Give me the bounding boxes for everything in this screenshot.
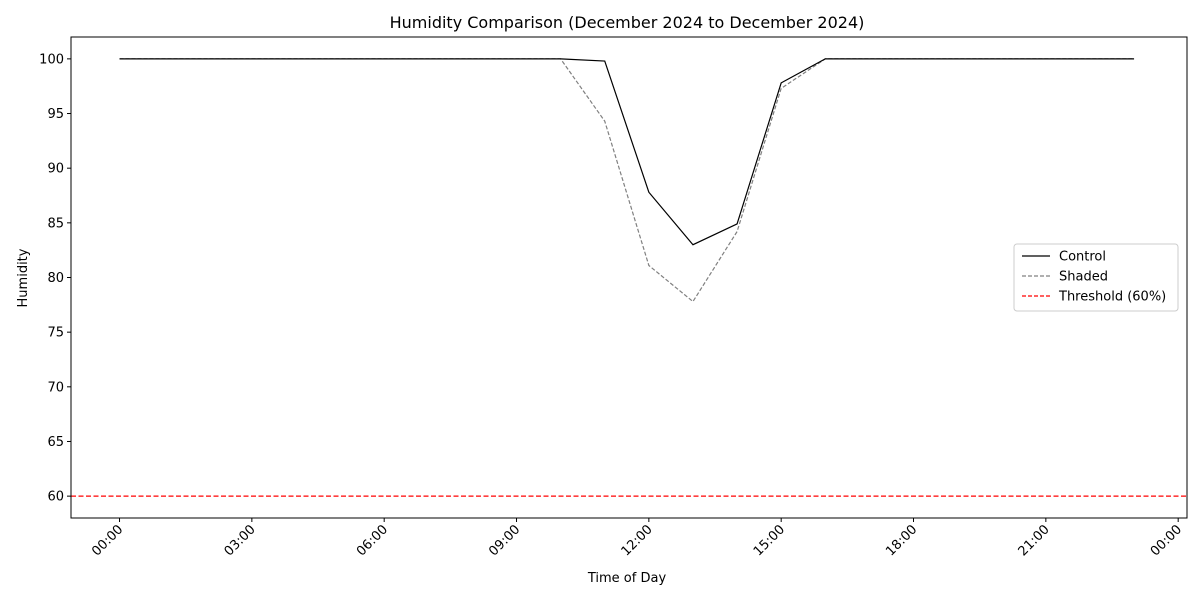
x-tick-label: 00:00 xyxy=(1148,522,1185,559)
x-tick-label: 18:00 xyxy=(883,522,920,559)
legend-box xyxy=(1013,243,1179,312)
plot-area xyxy=(71,58,1187,497)
y-tick-label: 70 xyxy=(47,380,64,395)
legend: Control Shaded Threshold (60%) xyxy=(1013,243,1179,312)
x-tick-label: 03:00 xyxy=(222,522,259,559)
chart-title: Humidity Comparison (December 2024 to De… xyxy=(390,13,865,32)
y-tick-label: 100 xyxy=(39,52,64,67)
legend-entry: Threshold (60%) xyxy=(1058,290,1166,305)
x-tick-label: 21:00 xyxy=(1016,522,1053,559)
y-tick-label: 80 xyxy=(47,271,64,286)
y-tick-label: 65 xyxy=(47,435,64,450)
legend-entry: Control xyxy=(1059,250,1106,265)
y-tick-label: 95 xyxy=(47,107,64,122)
y-tick-label: 75 xyxy=(47,326,64,341)
y-tick-label: 90 xyxy=(47,162,64,177)
x-tick-label: 15:00 xyxy=(751,522,788,559)
series-line-control xyxy=(119,58,1135,246)
x-tick-label: 09:00 xyxy=(486,522,523,559)
x-tick-label: 00:00 xyxy=(89,522,126,559)
y-axis-label: Humidity xyxy=(16,248,31,307)
x-tick-label: 12:00 xyxy=(619,522,656,559)
series-line-shaded xyxy=(119,58,1135,303)
x-axis-label: Time of Day xyxy=(587,571,667,586)
y-tick-label: 85 xyxy=(47,216,64,231)
legend-entry: Shaded xyxy=(1059,270,1108,285)
x-tick-label: 06:00 xyxy=(354,522,391,559)
y-tick-label: 60 xyxy=(47,490,64,505)
